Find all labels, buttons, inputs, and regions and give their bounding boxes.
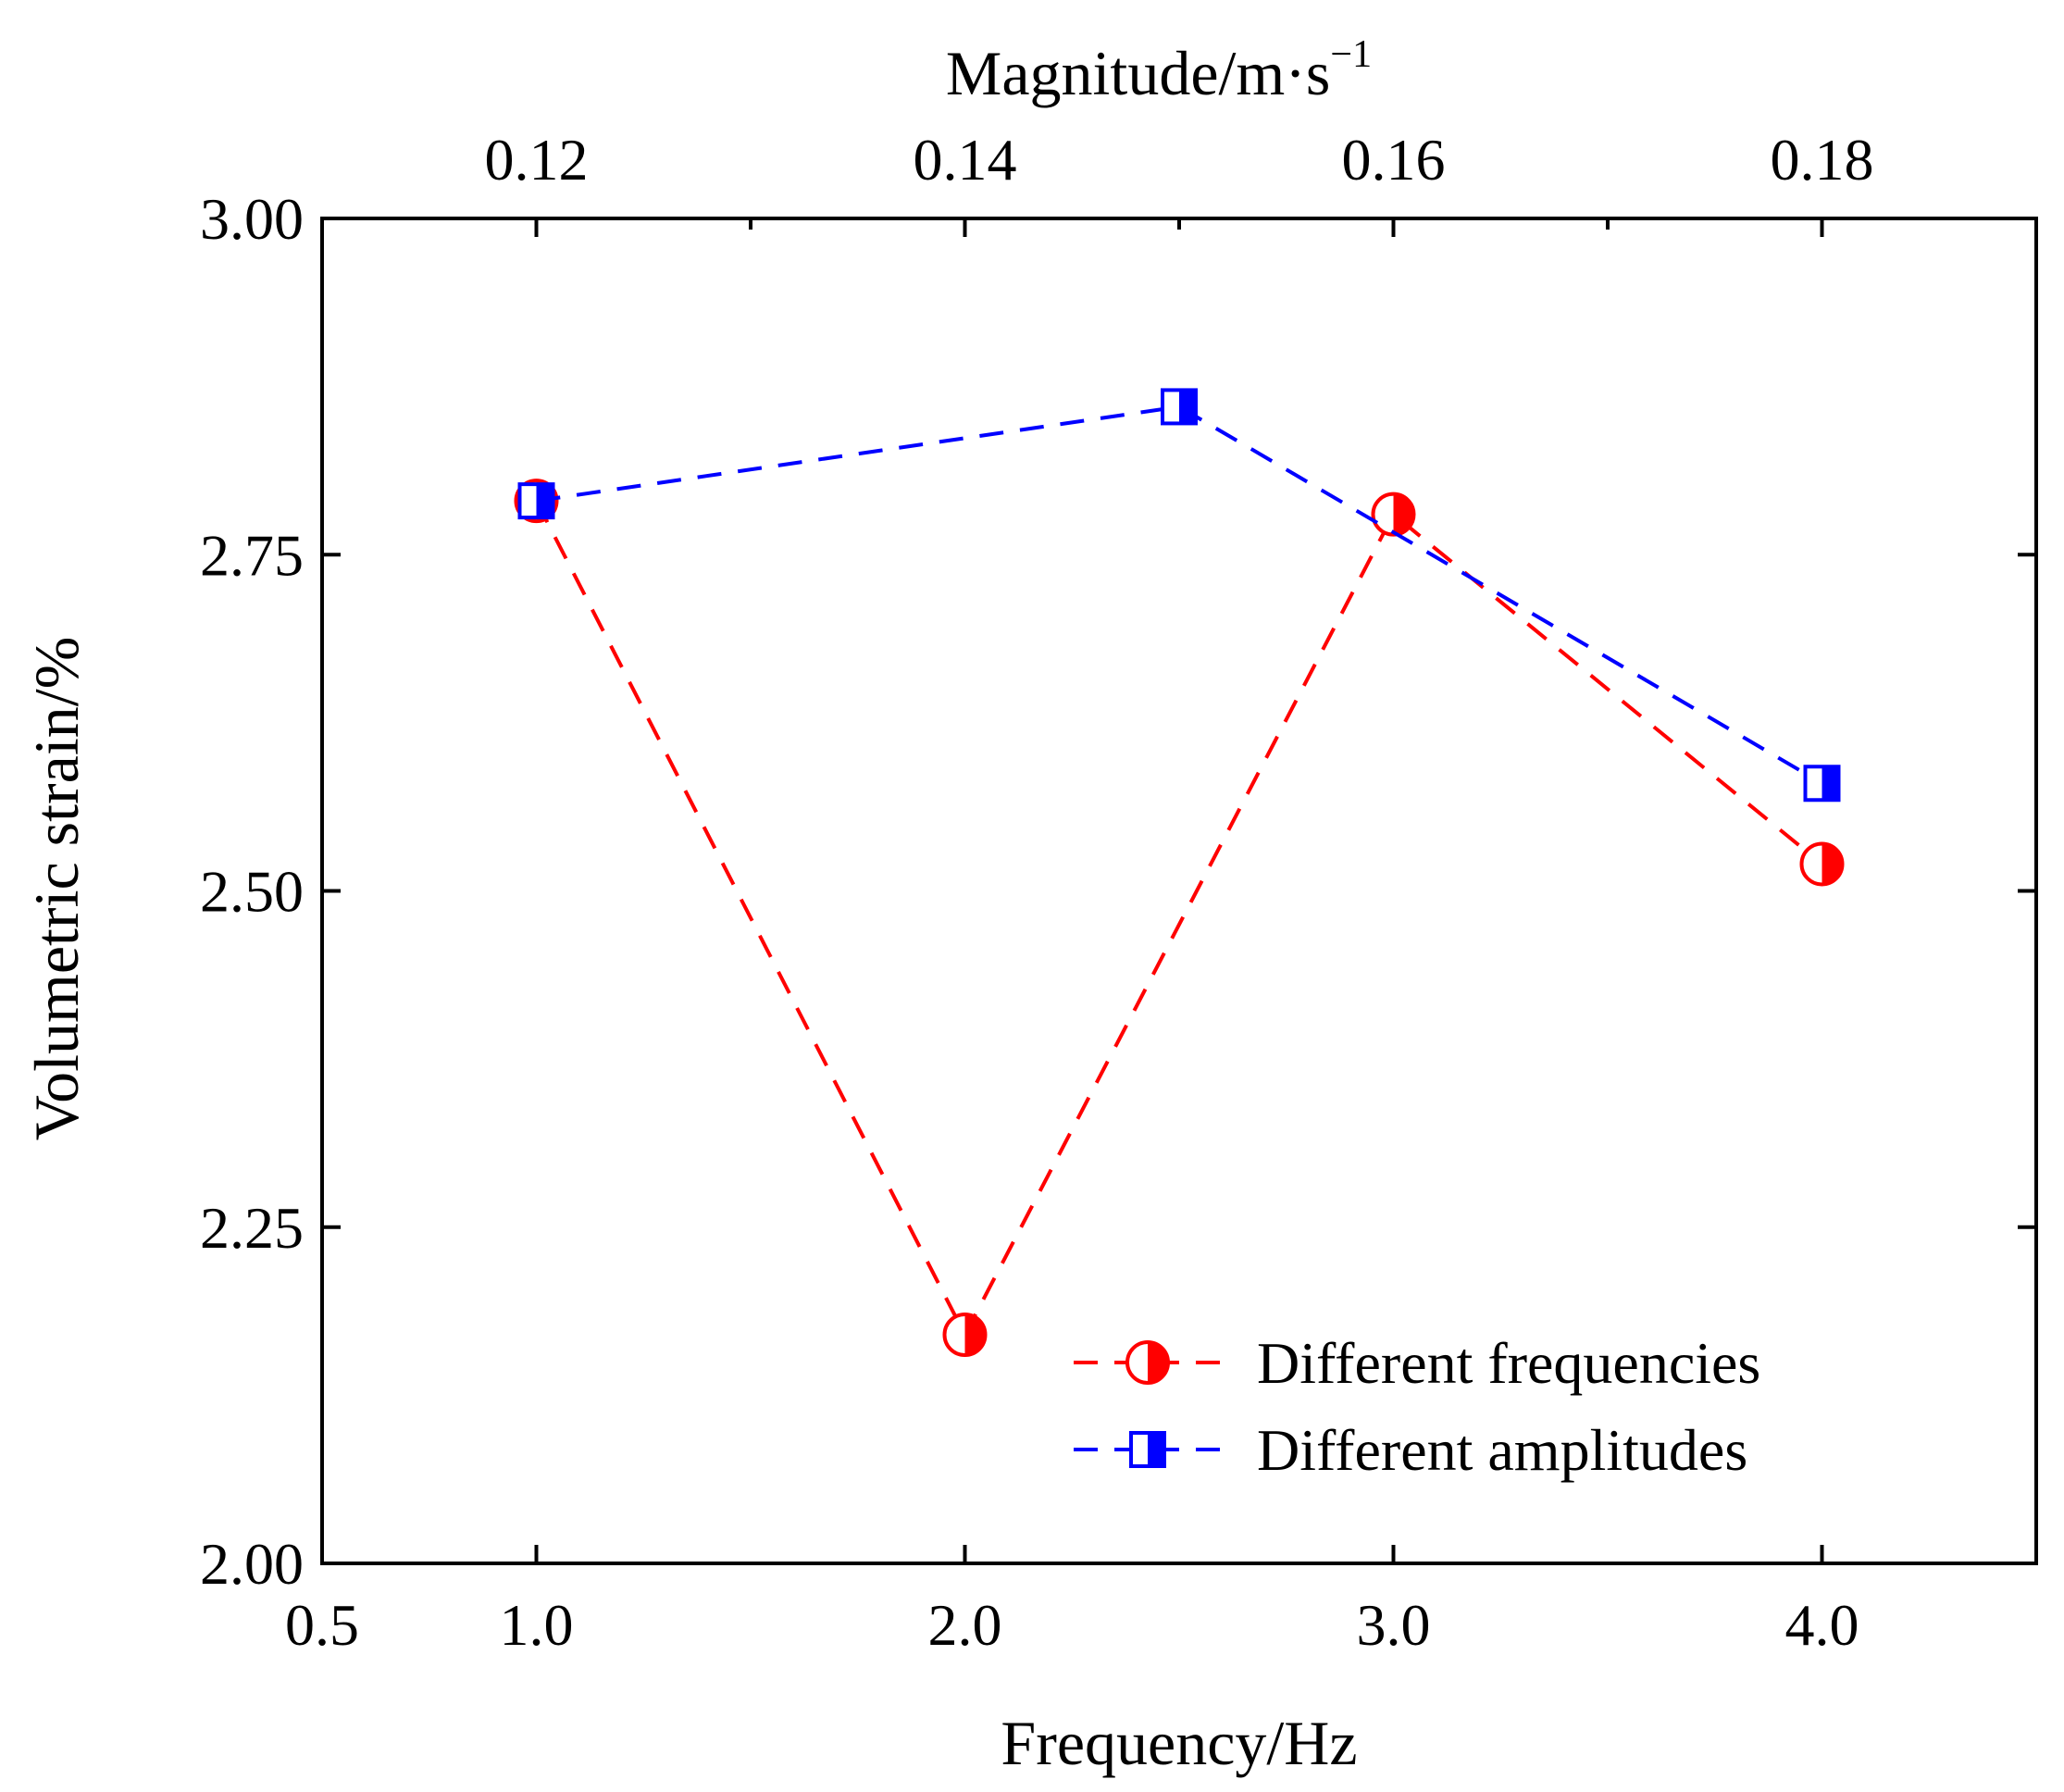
data-point-amplitudes xyxy=(1803,765,1841,803)
legend-marker-frequencies xyxy=(1125,1340,1170,1385)
x2-axis-title-exponent: −1 xyxy=(1330,33,1372,76)
x2-tick-label: 0.16 xyxy=(1342,127,1446,193)
data-point-amplitudes-fill xyxy=(1179,390,1196,424)
y-tick-label: 2.00 xyxy=(200,1531,304,1597)
series-line-1 xyxy=(536,404,1823,785)
x-tick-label: 4.0 xyxy=(1785,1592,1859,1658)
y-tick-label: 2.50 xyxy=(200,859,304,925)
data-point-frequencies-fill xyxy=(1393,493,1414,535)
series-line-0 xyxy=(534,500,1823,1339)
x2-axis-title: Magnitude/m·s−1 xyxy=(946,33,1372,108)
ticks-layer: 2.00 2.25 2.50 2.75 3.00 0.5 1.0 2.0 3.0 4.0 0.12 0… xyxy=(200,127,2036,1658)
data-point-frequencies xyxy=(1799,841,1845,887)
y-tick-label: 2.25 xyxy=(200,1195,304,1261)
y-tick-label: 3.00 xyxy=(200,186,304,252)
x2-axis-title-main: Magnitude/m·s xyxy=(946,38,1331,108)
data-point-amplitudes xyxy=(1161,388,1198,426)
legend-marker-amplitudes xyxy=(1129,1431,1166,1468)
x-axis-title: Frequency/Hz xyxy=(1001,1708,1357,1778)
x2-tick-label: 0.18 xyxy=(1771,127,1874,193)
legend: Different frequencies Different amplitude… xyxy=(1074,1330,1760,1483)
x-tick-label: 1.0 xyxy=(500,1592,574,1658)
x2-tick-label: 0.14 xyxy=(914,127,1017,193)
y-tick-label: 2.75 xyxy=(200,522,304,588)
x2-tick-label: 0.12 xyxy=(485,127,589,193)
data-point-amplitudes-fill xyxy=(1822,766,1839,801)
series-layer xyxy=(514,388,1845,1357)
data-point-frequencies xyxy=(942,1312,988,1357)
data-point-frequencies xyxy=(1371,492,1416,537)
data-point-amplitudes xyxy=(517,482,555,520)
legend-label: Different frequencies xyxy=(1257,1330,1760,1396)
x-tick-label: 0.5 xyxy=(285,1592,359,1658)
legend-marker-amplitudes-fill xyxy=(1148,1433,1164,1466)
data-point-frequencies-fill xyxy=(1822,843,1843,885)
legend-label: Different amplitudes xyxy=(1257,1417,1747,1483)
x-tick-label: 2.0 xyxy=(928,1592,1002,1658)
data-point-amplitudes-fill xyxy=(536,484,553,518)
x-tick-label: 3.0 xyxy=(1357,1592,1431,1658)
data-point-frequencies-fill xyxy=(964,1313,986,1355)
plot-frame xyxy=(320,217,2038,1565)
legend-marker-frequencies-fill xyxy=(1148,1342,1168,1383)
y-axis-title: Volumetric strain/% xyxy=(21,637,92,1141)
